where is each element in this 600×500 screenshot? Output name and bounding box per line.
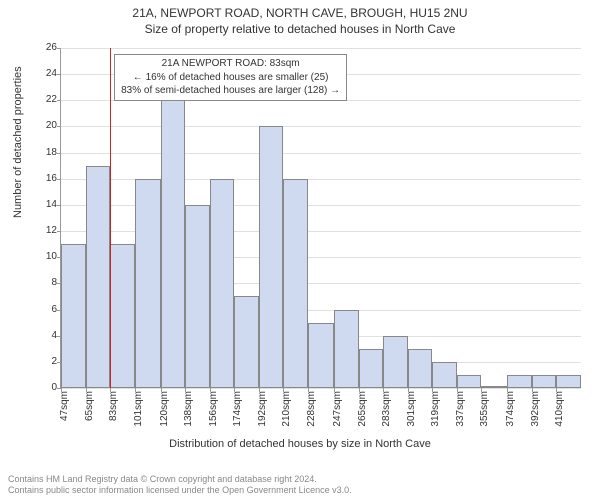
ytick-label: 16 — [33, 174, 57, 184]
xtick-label: 410sqm — [555, 391, 565, 427]
attribution-footer: Contains HM Land Registry data © Crown c… — [8, 474, 592, 497]
ytick-mark — [57, 179, 61, 180]
ytick-mark — [57, 74, 61, 75]
x-axis-label: Distribution of detached houses by size … — [0, 438, 600, 450]
ytick-mark — [57, 48, 61, 49]
ytick-label: 22 — [33, 95, 57, 105]
annotation-line: 83% of semi-detached houses are larger (… — [121, 84, 340, 98]
ytick-mark — [57, 153, 61, 154]
bar — [308, 323, 334, 388]
chart-container: 21A, NEWPORT ROAD, NORTH CAVE, BROUGH, H… — [0, 0, 600, 500]
gridline — [61, 126, 581, 127]
ytick-label: 20 — [33, 121, 57, 131]
bar — [61, 244, 86, 388]
bar — [234, 296, 259, 388]
xtick-label: 210sqm — [282, 391, 292, 427]
ytick-label: 14 — [33, 200, 57, 210]
xtick-label: 156sqm — [209, 391, 219, 427]
bar — [283, 179, 308, 388]
bar — [110, 244, 135, 388]
xtick-label: 374sqm — [506, 391, 516, 427]
ytick-mark — [57, 100, 61, 101]
bar — [507, 375, 532, 388]
chart-subtitle: Size of property relative to detached ho… — [0, 22, 600, 38]
xtick-label: 83sqm — [109, 391, 119, 421]
ytick-label: 10 — [33, 252, 57, 262]
xtick-label: 283sqm — [382, 391, 392, 427]
bar — [408, 349, 433, 388]
xtick-label: 247sqm — [333, 391, 343, 427]
footer-line-2: Contains public sector information licen… — [8, 485, 592, 496]
xtick-label: 228sqm — [307, 391, 317, 427]
annotation-box: 21A NEWPORT ROAD: 83sqm← 16% of detached… — [114, 54, 347, 101]
gridline — [61, 388, 581, 389]
bar — [259, 126, 284, 388]
xtick-label: 174sqm — [233, 391, 243, 427]
bar — [481, 386, 507, 388]
xtick-label: 120sqm — [160, 391, 170, 427]
plot-area: 0246810121416182022242647sqm65sqm83sqm10… — [60, 48, 581, 389]
ytick-mark — [57, 126, 61, 127]
bar — [334, 310, 359, 388]
ytick-label: 0 — [33, 383, 57, 393]
bar — [135, 179, 161, 388]
xtick-label: 319sqm — [431, 391, 441, 427]
xtick-label: 47sqm — [60, 391, 70, 421]
bar — [532, 375, 557, 388]
bar — [210, 179, 235, 388]
xtick-label: 65sqm — [85, 391, 95, 421]
xtick-label: 301sqm — [407, 391, 417, 427]
xtick-label: 355sqm — [480, 391, 490, 427]
xtick-label: 337sqm — [456, 391, 466, 427]
bar — [86, 166, 111, 388]
ytick-label: 18 — [33, 148, 57, 158]
annotation-line: ← 16% of detached houses are smaller (25… — [121, 71, 340, 85]
gridline — [61, 48, 581, 49]
gridline — [61, 153, 581, 154]
bar — [556, 375, 581, 388]
xtick-label: 392sqm — [531, 391, 541, 427]
reference-line — [110, 48, 111, 388]
ytick-mark — [57, 205, 61, 206]
ytick-label: 26 — [33, 43, 57, 53]
ytick-label: 4 — [33, 331, 57, 341]
ytick-label: 8 — [33, 278, 57, 288]
bar — [432, 362, 457, 388]
xtick-label: 101sqm — [134, 391, 144, 427]
ytick-label: 12 — [33, 226, 57, 236]
xtick-label: 138sqm — [184, 391, 194, 427]
footer-line-1: Contains HM Land Registry data © Crown c… — [8, 474, 592, 485]
ytick-label: 2 — [33, 357, 57, 367]
ytick-mark — [57, 231, 61, 232]
bar — [359, 349, 384, 388]
xtick-label: 265sqm — [358, 391, 368, 427]
ytick-label: 24 — [33, 69, 57, 79]
chart-title: 21A, NEWPORT ROAD, NORTH CAVE, BROUGH, H… — [0, 0, 600, 22]
annotation-line: 21A NEWPORT ROAD: 83sqm — [121, 57, 340, 71]
y-axis-label: Number of detached properties — [12, 66, 24, 218]
xtick-label: 192sqm — [258, 391, 268, 427]
bar — [161, 100, 186, 388]
ytick-label: 6 — [33, 305, 57, 315]
bar — [383, 336, 408, 388]
bar — [185, 205, 210, 388]
bar — [457, 375, 482, 388]
